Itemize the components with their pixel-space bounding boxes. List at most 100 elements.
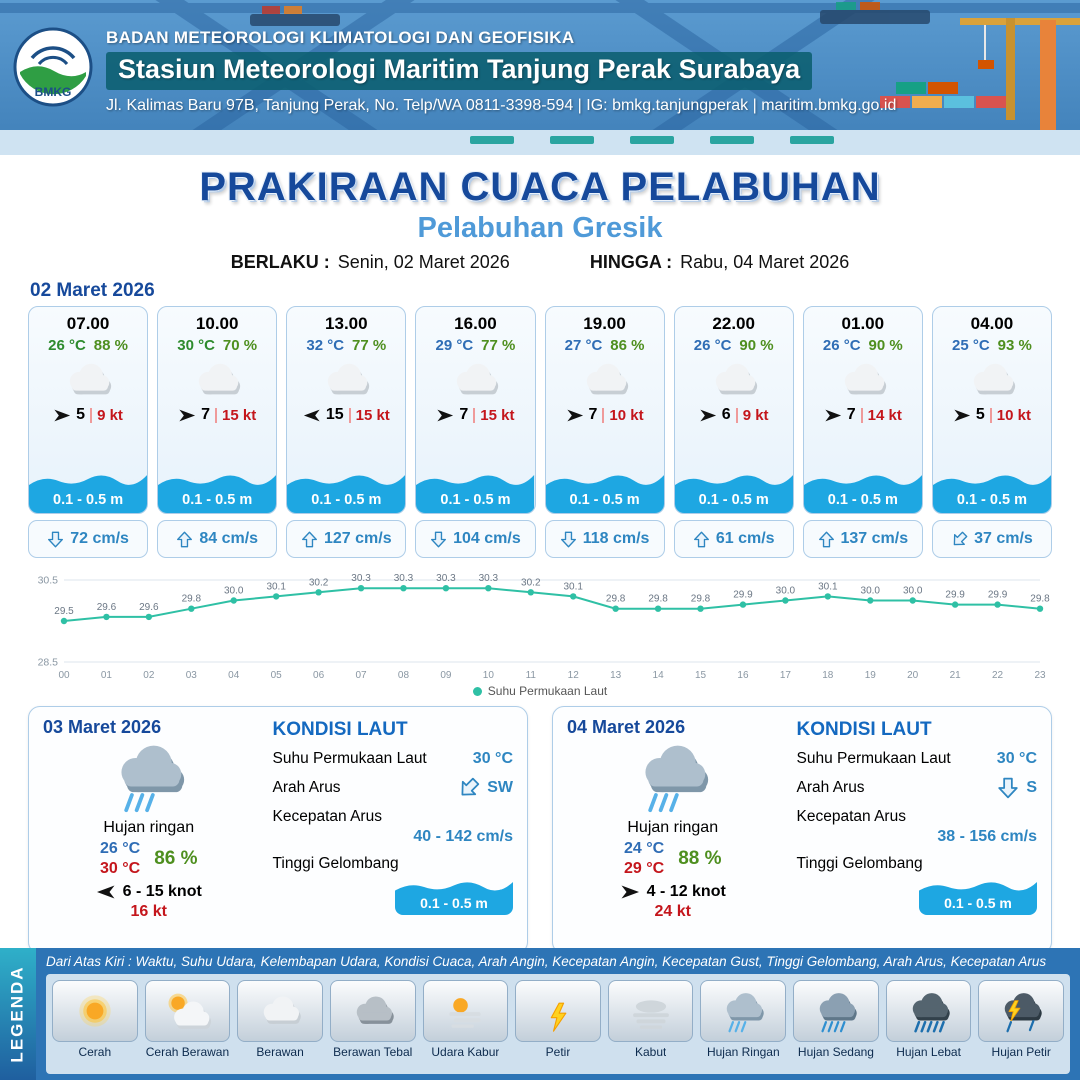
legend-description: Dari Atas Kiri : Waktu, Suhu Udara, Kele… xyxy=(46,954,1047,969)
station-address: Jl. Kalimas Baru 97B, Tanjung Perak, No.… xyxy=(106,97,897,114)
day-condition: Hujan ringan xyxy=(627,819,719,836)
sst-row: Suhu Permukaan Laut 30 °C xyxy=(797,750,1038,768)
wind-row: 7 15 kt xyxy=(416,406,534,424)
wind-row: 6 9 kt xyxy=(675,406,793,424)
berlaku: BERLAKU : Senin, 02 Maret 2026 xyxy=(231,252,510,273)
sst-value: 30 °C xyxy=(472,750,513,767)
forecast-card-main: 19.00 27 °C 86 % 7 10 kt xyxy=(544,306,665,514)
legend-item: Udara Kabur xyxy=(422,980,509,1071)
svg-text:01: 01 xyxy=(101,670,113,681)
wind-speed: 6 xyxy=(721,406,731,423)
legend-bar: LEGENDA Dari Atas Kiri : Waktu, Suhu Uda… xyxy=(0,948,1080,1080)
day-weather-icon xyxy=(623,738,723,819)
current-direction-text: S xyxy=(1026,779,1037,796)
berlaku-label: BERLAKU : xyxy=(230,252,330,272)
wind-direction-icon xyxy=(96,885,116,899)
wind-speed: 7 xyxy=(588,406,598,423)
legend-item-label: Hujan Lebat xyxy=(896,1045,961,1059)
humidity: 77 % xyxy=(481,337,516,354)
current-box: 118 cm/s xyxy=(544,520,665,558)
forecast-card-main: 01.00 26 °C 90 % 7 14 kt xyxy=(802,306,923,514)
wave-height: 0.1 - 0.5 m xyxy=(311,492,382,508)
svg-text:30.0: 30.0 xyxy=(776,586,796,597)
legend-item: Hujan Ringan xyxy=(700,980,787,1071)
svg-text:29.9: 29.9 xyxy=(733,590,753,601)
wave-height-row: Tinggi Gelombang xyxy=(797,855,1038,873)
legend-items: Cerah Cerah Berawan Berawan Bera xyxy=(46,974,1070,1074)
temp-min: 24 °C xyxy=(623,840,665,857)
svg-text:30.1: 30.1 xyxy=(563,581,583,592)
page-subtitle: Pelabuhan Gresik xyxy=(417,212,663,244)
humidity: 90 % xyxy=(868,337,903,354)
temp-humidity-row: 32 °C 77 % xyxy=(287,337,405,354)
wave-height-band: 0.1 - 0.5 m xyxy=(545,467,664,513)
svg-text:23: 23 xyxy=(1034,670,1046,681)
svg-text:05: 05 xyxy=(271,670,283,681)
sst-value: 30 °C xyxy=(996,750,1037,767)
forecast-card-main: 22.00 26 °C 90 % 6 9 kt xyxy=(673,306,794,514)
divider xyxy=(989,407,992,423)
legend-item: Cerah Berawan xyxy=(144,980,231,1071)
header-text: BADAN METEOROLOGI KLIMATOLOGI DAN GEOFIS… xyxy=(106,28,896,115)
legend-weather-icon xyxy=(52,980,138,1042)
wind-direction-icon xyxy=(566,409,584,422)
wave-height-band: 0.1 - 0.5 m xyxy=(674,467,793,513)
sea-panel-title: KONDISI LAUT xyxy=(272,719,408,740)
wind-row: 7 15 kt xyxy=(158,406,276,424)
current-direction-value: SW xyxy=(458,777,513,799)
wave-height-band: 0.1 - 0.5 m xyxy=(158,467,277,513)
legend-title-strip: LEGENDA xyxy=(0,948,36,1080)
wind-speed: 7 xyxy=(459,406,469,423)
divider xyxy=(348,407,351,423)
legend-item: Hujan Lebat xyxy=(885,980,972,1071)
humidity: 70 % xyxy=(222,337,258,354)
current-speed: 61 cm/s xyxy=(715,530,775,547)
day-temps: 26 °C 30 °C 86 % xyxy=(100,840,198,878)
current-direction-row: Arah Arus S xyxy=(797,777,1037,799)
day-gust: 16 kt xyxy=(130,903,167,920)
svg-text:29.8: 29.8 xyxy=(606,594,626,605)
divider xyxy=(860,407,863,423)
wind-row: 5 10 kt xyxy=(933,406,1051,424)
wave-height: 0.1 - 0.5 m xyxy=(182,492,253,508)
current-speed: 37 cm/s xyxy=(974,530,1033,547)
port-illustration xyxy=(0,0,1080,155)
weather-condition-icon xyxy=(675,355,793,405)
day1-date: 02 Maret 2026 xyxy=(30,280,155,301)
validity-row: BERLAKU : Senin, 02 Maret 2026 HINGGA : … xyxy=(0,252,1080,273)
sst-label: Suhu Permukaan Laut xyxy=(796,750,951,767)
legend-item: Hujan Petir xyxy=(978,980,1065,1071)
legend-item: Berawan Tebal xyxy=(329,980,416,1071)
air-temperature: 26 °C xyxy=(693,337,732,354)
svg-text:09: 09 xyxy=(440,670,452,681)
sea-condition-panel: KONDISI LAUT Suhu Permukaan Laut 30 °C A… xyxy=(255,717,513,943)
day-date: 04 Maret 2026 xyxy=(567,717,686,737)
current-speed: 104 cm/s xyxy=(453,530,521,547)
svg-text:30.3: 30.3 xyxy=(351,573,371,584)
legend-weather-icon xyxy=(515,980,601,1042)
day-summary-row: 03 Maret 2026 Hujan ringan 26 °C 30 °C 8… xyxy=(28,706,1052,954)
forecast-card-main: 04.00 25 °C 93 % 5 10 kt xyxy=(931,306,1052,514)
wind-row: 15 15 kt xyxy=(287,406,405,424)
wind-speed: 15 xyxy=(325,406,344,423)
forecast-card: 10.00 30 °C 70 % 7 15 kt xyxy=(157,306,278,558)
divider xyxy=(473,407,476,423)
wave-graphic xyxy=(158,475,277,513)
svg-text:29.6: 29.6 xyxy=(97,602,117,613)
svg-text:22: 22 xyxy=(992,670,1004,681)
wave-height-band: 0.1 - 0.5 m xyxy=(416,467,535,513)
wave-height-value: 0.1 - 0.5 m xyxy=(420,895,488,911)
forecast-card-main: 16.00 29 °C 77 % 7 15 kt xyxy=(415,306,536,514)
legend-item: Cerah xyxy=(52,980,138,1071)
legend-item: Hujan Sedang xyxy=(793,980,879,1071)
legend-weather-icon xyxy=(978,980,1065,1042)
svg-text:02: 02 xyxy=(143,670,155,681)
temp-humidity-row: 27 °C 86 % xyxy=(546,337,664,354)
legend-item-label: Berawan Tebal xyxy=(333,1045,413,1059)
day-weather-icon xyxy=(99,738,199,819)
page-title: PRAKIRAAN CUACA PELABUHAN xyxy=(199,165,881,209)
current-speed: 72 cm/s xyxy=(70,530,129,547)
sst-label: Suhu Permukaan Laut xyxy=(272,750,427,767)
legend-item: Berawan xyxy=(237,980,323,1071)
svg-text:20: 20 xyxy=(907,670,919,681)
